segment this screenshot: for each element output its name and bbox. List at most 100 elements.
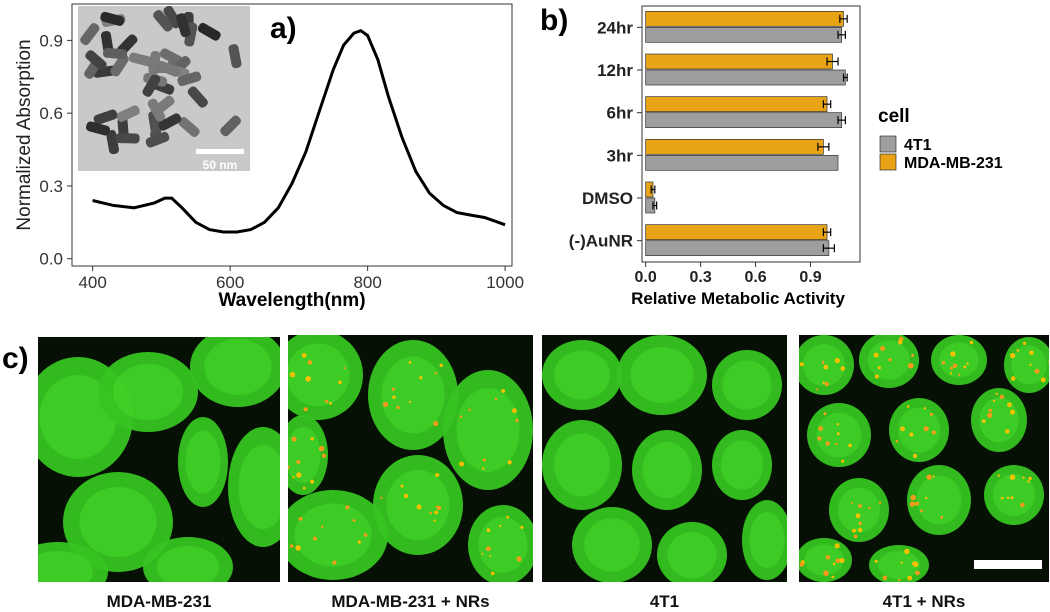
bar-mda-mb-231 — [645, 138, 824, 155]
plot-frame — [71, 3, 513, 267]
nanorod-signal — [853, 534, 858, 539]
nanorod-signal — [482, 467, 485, 470]
nanorod-signal — [292, 476, 295, 479]
legend-title: cell — [878, 106, 910, 127]
y-tick-label: 0.3 — [39, 177, 63, 196]
legend-swatch-4t1 — [879, 135, 897, 153]
bar-mda-mb-231 — [645, 96, 828, 113]
nanorod-signal — [459, 415, 463, 418]
nanorod-signal — [391, 387, 395, 391]
x-tick-label: 0.6 — [744, 269, 766, 286]
nanorod-signal — [303, 407, 308, 412]
legend: cell 4T1 MDA-MB-231 — [878, 106, 1003, 172]
nanorod-signal — [915, 501, 920, 506]
nanorod-signal — [305, 376, 311, 382]
micrograph-4t1 — [542, 335, 787, 582]
nanorod — [228, 44, 242, 69]
nanorod-signal — [836, 432, 840, 436]
nanorod-signal — [874, 559, 878, 563]
nanorod — [163, 6, 182, 29]
metabolic-activity-chart: 24hr 12hr 6hr 3hr DMSO (-)AuNR 0.0 0.3 0.6 0.9 Re… — [569, 5, 1003, 308]
nanorod-signal — [950, 366, 953, 370]
nanorod-signal — [835, 558, 841, 564]
nanorod — [197, 22, 221, 41]
category-label: 12hr — [597, 61, 633, 80]
nanorod-signal — [506, 515, 510, 519]
nanorod-signal — [877, 366, 881, 370]
panel-label-a: a) — [270, 12, 297, 45]
nanorod-signal — [851, 502, 853, 504]
nanorod-signal — [1010, 409, 1015, 415]
nanorod-signal — [489, 554, 492, 557]
nanorod-signal — [841, 459, 845, 463]
nanorod — [110, 53, 129, 77]
nanorod-signal — [1048, 360, 1049, 363]
nanorod-signal — [288, 465, 290, 470]
legend-label-mda: MDA-MB-231 — [904, 155, 1003, 172]
nanorod-signal — [1034, 368, 1040, 374]
nanorod-signal — [950, 351, 956, 357]
nanorod-signal — [839, 558, 845, 563]
y-tick-label: 0.6 — [39, 104, 63, 123]
x-tick-label: 0.3 — [689, 269, 711, 286]
nanorod — [142, 74, 161, 97]
nanorod-signal — [302, 486, 306, 490]
nanorod — [115, 133, 140, 144]
nanorod-signal — [900, 561, 903, 564]
nanorod-signal — [966, 362, 969, 365]
nanorod-signal — [900, 426, 905, 432]
absorption-spectrum-chart: 400 600 800 1000 0.0 0.3 0.6 0.9 Wavelength(nm)… — [14, 3, 524, 311]
nanorod — [93, 109, 118, 125]
nanorod-signal — [823, 412, 827, 416]
micrograph-scale-bar — [974, 560, 1042, 569]
nanorod-signal — [343, 367, 346, 370]
nanorod — [86, 121, 110, 136]
nanorod-signal — [380, 496, 383, 499]
x-tick-label: 0.0 — [635, 269, 657, 286]
bar-4t1 — [645, 26, 843, 43]
nanorod-signal — [997, 474, 1000, 477]
nanorod-signal — [880, 346, 885, 351]
nanorod-signal — [396, 405, 400, 410]
nanorod — [158, 113, 182, 131]
nanorod — [80, 23, 100, 46]
nanorod-signal — [831, 575, 835, 579]
nanorod-signal — [383, 401, 389, 407]
nanorod-signal — [1040, 377, 1046, 383]
nanorod-signal — [895, 439, 899, 443]
category-label: DMSO — [582, 189, 633, 208]
nanorod-signal — [898, 578, 901, 581]
nanorod-signal — [486, 528, 491, 532]
nanorod-signal — [913, 453, 918, 458]
nanorod — [178, 116, 200, 138]
nanorod-signal — [930, 412, 933, 416]
nanorod-signal — [940, 516, 944, 519]
nanorod-signal — [481, 552, 484, 555]
nanorod-signal — [516, 556, 522, 562]
bar-4t1 — [645, 69, 846, 86]
category-label: (-)AuNR — [569, 232, 633, 251]
nanorod-signal — [468, 408, 471, 411]
nanorod-signal — [352, 519, 356, 522]
nanorod-signal — [858, 521, 862, 526]
tem-inset-image: 50 nm — [78, 6, 250, 171]
nanorod — [85, 50, 107, 71]
bar-4t1 — [645, 112, 843, 129]
nanorod-signal — [832, 562, 836, 566]
nanorod-signal — [515, 418, 519, 423]
nanorod-signal — [926, 474, 932, 480]
nanorod — [116, 105, 140, 122]
nanorod-signal — [1016, 349, 1020, 352]
bar-mda-mb-231 — [645, 10, 844, 27]
nanorod-signal — [941, 361, 946, 365]
nanorod-signal — [825, 441, 830, 446]
nanorod-signal — [931, 430, 936, 435]
nanorod-signal — [289, 372, 296, 378]
nanorod-signal — [840, 366, 846, 371]
nanorod — [103, 47, 128, 60]
nanorod-signal — [910, 494, 916, 501]
nanorod-signal — [301, 353, 307, 358]
nanorod-signal — [992, 399, 996, 403]
nanorod-signal — [912, 561, 919, 568]
nanorods — [80, 6, 242, 155]
